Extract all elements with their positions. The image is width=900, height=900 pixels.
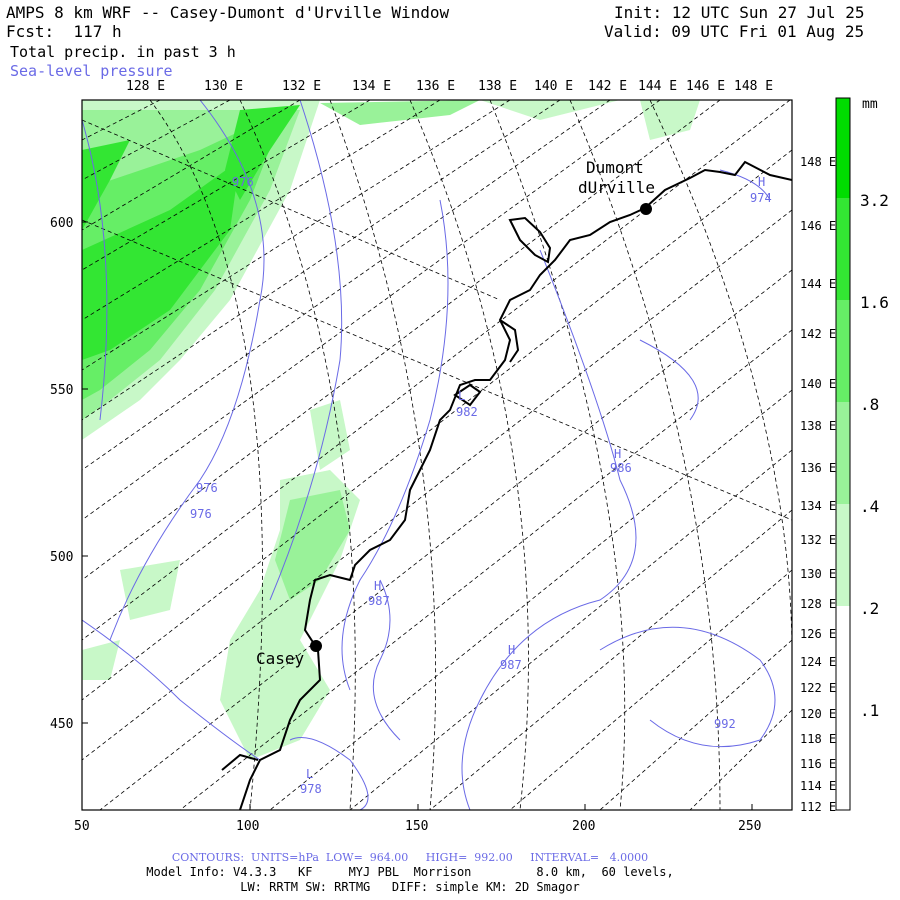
- right-longitude-labels: 148 E 146 E 144 E 142 E 140 E 138 E 136 …: [800, 155, 836, 814]
- graticule: [82, 100, 792, 810]
- x-axis-label: 150: [405, 819, 428, 834]
- colorbar-segment: [836, 198, 850, 300]
- pressure-label: 986: [610, 461, 632, 475]
- pressure-center: H: [758, 175, 765, 189]
- lon-label: 122 E: [800, 681, 836, 695]
- x-axis-label: 250: [738, 819, 761, 834]
- lon-label: 128 E: [126, 79, 165, 94]
- overlay-name: Sea-level pressure: [10, 62, 173, 80]
- x-axis-labels: 50 100 150 200 250: [74, 804, 761, 834]
- pressure-label: 976: [190, 507, 212, 521]
- colorbar-label: .8: [860, 395, 879, 414]
- colorbar-label: .2: [860, 599, 879, 618]
- colorbar-segment: [836, 504, 850, 606]
- colorbar-segment: [836, 98, 850, 198]
- lon-label: 148 E: [734, 79, 773, 94]
- lon-label: 140 E: [534, 79, 573, 94]
- colorbar-label: 1.6: [860, 293, 889, 312]
- pressure-label: 976: [232, 175, 254, 189]
- lon-label: 138 E: [478, 79, 517, 94]
- pressure-labels: 976 976 976 982 986 987 987 992 978 974 …: [190, 175, 772, 796]
- lon-label: 142 E: [800, 327, 836, 341]
- lon-label: 144 E: [638, 79, 677, 94]
- colorbar-frame: [835, 97, 851, 811]
- y-axis-label: 500: [50, 550, 73, 565]
- lon-label: 124 E: [800, 655, 836, 669]
- lon-label: 120 E: [800, 707, 836, 721]
- lon-label: 146 E: [686, 79, 725, 94]
- pressure-label: 982: [456, 405, 478, 419]
- x-axis-label: 200: [572, 819, 595, 834]
- colorbar-segment: [836, 606, 850, 810]
- lon-label: 116 E: [800, 757, 836, 771]
- lon-label: 148 E: [800, 155, 836, 169]
- lon-label: 132 E: [282, 79, 321, 94]
- lon-label: 136 E: [416, 79, 455, 94]
- y-axis-label: 600: [50, 216, 73, 231]
- pressure-label: 974: [750, 191, 772, 205]
- pressure-label: 987: [500, 658, 522, 672]
- lon-label: 146 E: [800, 219, 836, 233]
- casey-marker: [310, 640, 322, 652]
- isobars: [82, 100, 776, 810]
- lon-label: 136 E: [800, 461, 836, 475]
- lon-label: 142 E: [588, 79, 627, 94]
- physics-info: LW: RRTM SW: RRTMG DIFF: simple KM: 2D S…: [240, 880, 580, 894]
- lon-label: 112 E: [800, 800, 836, 814]
- precip-shading: [82, 100, 700, 760]
- pressure-label: 987: [368, 594, 390, 608]
- y-axis-labels: 600 550 500 450: [50, 216, 88, 732]
- lon-label: 114 E: [800, 779, 836, 793]
- lon-label: 138 E: [800, 419, 836, 433]
- lon-label: 134 E: [352, 79, 391, 94]
- colorbar-label: .1: [860, 701, 879, 720]
- pressure-center: L: [458, 389, 465, 403]
- y-axis-label: 550: [50, 383, 73, 398]
- dumont-label-line2: dUrville: [578, 178, 655, 197]
- contour-info: CONTOURS: UNITS=hPa LOW= 964.00 HIGH= 99…: [171, 851, 649, 864]
- colorbar-label: .4: [860, 497, 879, 516]
- colorbar-unit: mm: [862, 97, 878, 112]
- lon-label: 126 E: [800, 627, 836, 641]
- field-name: Total precip. in past 3 h: [10, 43, 236, 61]
- y-axis-label: 450: [50, 717, 73, 732]
- pressure-center: H: [374, 579, 381, 593]
- dumont-label-line1: Dumont: [586, 158, 644, 177]
- lon-label: 118 E: [800, 732, 836, 746]
- pressure-label: 978: [300, 782, 322, 796]
- lon-label: 128 E: [800, 597, 836, 611]
- dumont-durville-marker: [640, 203, 652, 215]
- x-axis-label: 100: [236, 819, 259, 834]
- pressure-center: H: [614, 447, 621, 461]
- valid-time: Valid: 09 UTC Fri 01 Aug 25: [604, 22, 865, 41]
- x-axis-label: 50: [74, 819, 90, 834]
- model-info: Model Info: V4.3.3 KF MYJ PBL Morrison 8…: [146, 865, 674, 879]
- top-longitude-labels: 128 E 130 E 132 E 134 E 136 E 138 E 140 …: [126, 79, 773, 94]
- colorbar-segment: [836, 402, 850, 504]
- colorbar-label: 3.2: [860, 191, 889, 210]
- lon-label: 130 E: [204, 79, 243, 94]
- map-title: AMPS 8 km WRF -- Casey-Dumont d'Urville …: [6, 3, 450, 22]
- lon-label: 132 E: [800, 533, 836, 547]
- colorbar-segment: [836, 300, 850, 402]
- init-time: Init: 12 UTC Sun 27 Jul 25: [614, 3, 865, 22]
- lon-label: 144 E: [800, 277, 836, 291]
- pressure-center: L: [306, 767, 313, 781]
- pressure-label: 976: [196, 481, 218, 495]
- plot-frame: [81, 99, 793, 811]
- lon-label: 134 E: [800, 499, 836, 513]
- casey-label: Casey: [256, 649, 305, 668]
- forecast-hour: Fcst: 117 h: [6, 22, 122, 41]
- lon-label: 140 E: [800, 377, 836, 391]
- colorbar: mm 3.2 1.6 .8 .4 .2 .1: [835, 97, 889, 811]
- lon-label: 130 E: [800, 567, 836, 581]
- pressure-center: H: [508, 643, 515, 657]
- pressure-label: 992: [714, 717, 736, 731]
